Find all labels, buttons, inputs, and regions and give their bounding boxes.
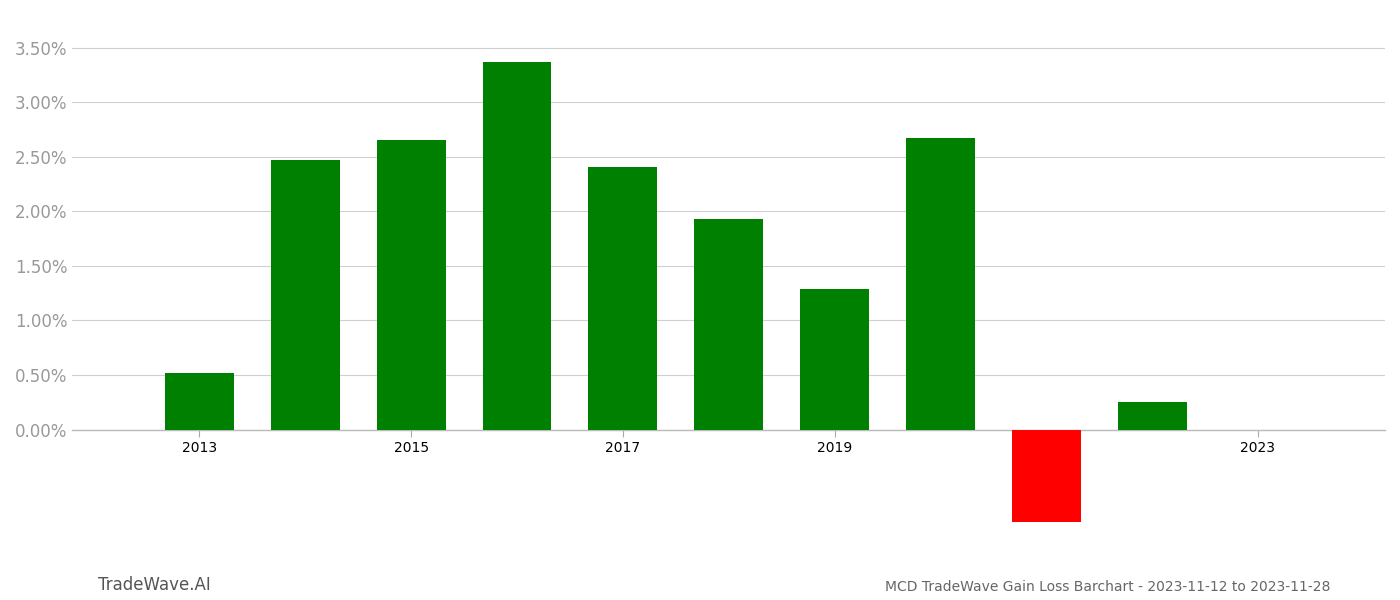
Bar — [377, 140, 445, 430]
Bar — [270, 160, 340, 430]
Bar — [165, 373, 234, 430]
Text: TradeWave.AI: TradeWave.AI — [98, 576, 211, 594]
Text: MCD TradeWave Gain Loss Barchart - 2023-11-12 to 2023-11-28: MCD TradeWave Gain Loss Barchart - 2023-… — [885, 580, 1330, 594]
Bar — [801, 289, 869, 430]
Bar — [694, 219, 763, 430]
Bar — [906, 138, 974, 430]
Bar — [483, 62, 552, 430]
Bar — [588, 167, 657, 430]
Bar — [1012, 430, 1081, 522]
Bar — [1117, 402, 1187, 430]
